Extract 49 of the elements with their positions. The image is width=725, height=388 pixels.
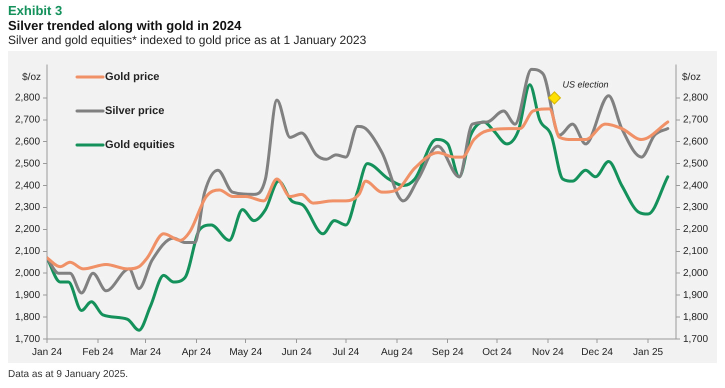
y2-tick-label: 2,100 xyxy=(682,246,708,258)
x-tick-label: May 24 xyxy=(229,346,263,358)
x-tick-label: Jul 24 xyxy=(332,346,360,358)
y2-tick-label: 1,900 xyxy=(682,290,708,301)
y2-tick-label: 1,800 xyxy=(682,312,708,323)
y2-axis-title: $/oz xyxy=(682,72,701,83)
y-tick-label: 2,000 xyxy=(14,268,40,279)
x-tick-label: Mar 24 xyxy=(130,346,162,358)
y-tick-label: 2,500 xyxy=(14,158,40,170)
x-tick-label: Feb 24 xyxy=(82,346,114,358)
y2-tick-label: 2,700 xyxy=(682,114,708,126)
legend-label: Gold price xyxy=(105,71,160,84)
y-tick-label: 2,200 xyxy=(14,224,40,236)
y2-tick-label: 2,300 xyxy=(682,202,708,214)
text: Exhibit 3 xyxy=(8,3,64,18)
legend-label: Silver price xyxy=(105,105,164,118)
chart-subtitle: Silver and gold equities* indexed to gold price as at 1 January 2023 xyxy=(8,33,368,47)
y-tick-label: 2,100 xyxy=(14,246,40,258)
y2-tick-label: 1,700 xyxy=(682,334,708,345)
text: Data as at 9 January 2025. xyxy=(7,368,130,382)
y-tick-label: 2,400 xyxy=(14,180,40,192)
x-tick-label: Aug 24 xyxy=(380,346,414,358)
y-tick-label: 2,700 xyxy=(14,114,40,126)
line-series xyxy=(47,68,670,294)
chart-title: Silver trended along with gold in 2024 xyxy=(8,18,242,33)
y2-tick-label: 2,800 xyxy=(682,92,708,104)
y2-tick-label: 2,000 xyxy=(682,268,708,279)
y-tick-label: 2,300 xyxy=(14,202,40,214)
x-tick-label: Apr 24 xyxy=(182,346,212,358)
y2-tick-label: 2,500 xyxy=(682,158,708,170)
y-tick-label: 1,800 xyxy=(14,312,40,323)
annotation: US election xyxy=(562,79,608,90)
y-tick-label: 2,800 xyxy=(14,92,40,104)
line-series xyxy=(47,107,670,270)
x-tick-label: Nov 24 xyxy=(532,346,564,358)
x-tick-label: Oct 24 xyxy=(482,346,512,358)
x-tick-label: Sep 24 xyxy=(432,346,464,358)
legend-label: Gold equities xyxy=(105,139,175,152)
x-tick-label: Jan 25 xyxy=(633,346,664,358)
y-tick-label: 1,700 xyxy=(14,334,40,345)
x-tick-label: Jan 24 xyxy=(32,346,62,358)
y2-tick-label: 2,400 xyxy=(682,180,708,192)
y2-tick-label: 2,200 xyxy=(682,224,708,236)
x-tick-label: Jun 24 xyxy=(282,346,312,358)
y-axis-title: $/oz xyxy=(22,72,42,83)
y-tick-label: 1,900 xyxy=(14,290,40,301)
y2-tick-label: 2,600 xyxy=(682,136,708,148)
x-tick-label: Dec 24 xyxy=(581,346,614,358)
y-tick-label: 2,600 xyxy=(14,136,40,148)
